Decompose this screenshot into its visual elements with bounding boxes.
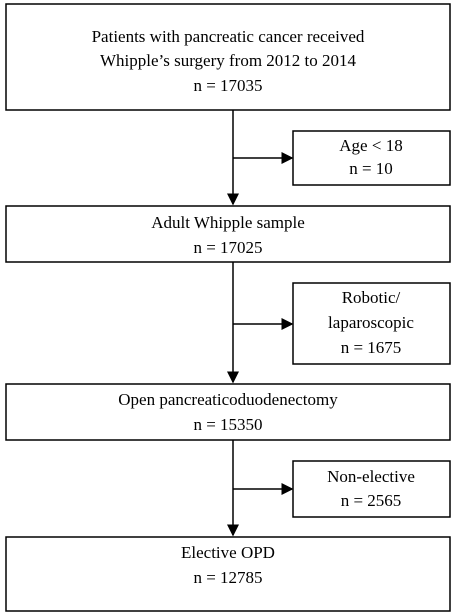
box bbox=[5, 205, 451, 263]
box-text: n = 2565 bbox=[341, 491, 402, 510]
box-text: n = 17035 bbox=[193, 76, 262, 95]
box-text: Whipple’s surgery from 2012 to 2014 bbox=[100, 51, 357, 70]
box bbox=[5, 383, 451, 441]
exclusion-box bbox=[292, 282, 451, 365]
box-text: Robotic/ bbox=[342, 288, 401, 307]
box-text: Age < 18 bbox=[339, 136, 402, 155]
box-text: Patients with pancreatic cancer received bbox=[92, 27, 365, 46]
exclusion-box bbox=[292, 130, 451, 186]
box-text: n = 10 bbox=[349, 159, 393, 178]
box-text: n = 1675 bbox=[341, 338, 402, 357]
box-text: n = 15350 bbox=[193, 415, 262, 434]
box-text: laparoscopic bbox=[328, 313, 414, 332]
box-text: Open pancreaticoduodenectomy bbox=[118, 390, 338, 409]
box bbox=[5, 536, 451, 612]
box-text: Non-elective bbox=[327, 467, 415, 486]
box-text: Adult Whipple sample bbox=[151, 213, 305, 232]
box-text: Elective OPD bbox=[181, 543, 275, 562]
box bbox=[5, 3, 451, 111]
exclusion-box bbox=[292, 460, 451, 518]
box-text: n = 17025 bbox=[193, 238, 262, 257]
box-text: n = 12785 bbox=[193, 568, 262, 587]
